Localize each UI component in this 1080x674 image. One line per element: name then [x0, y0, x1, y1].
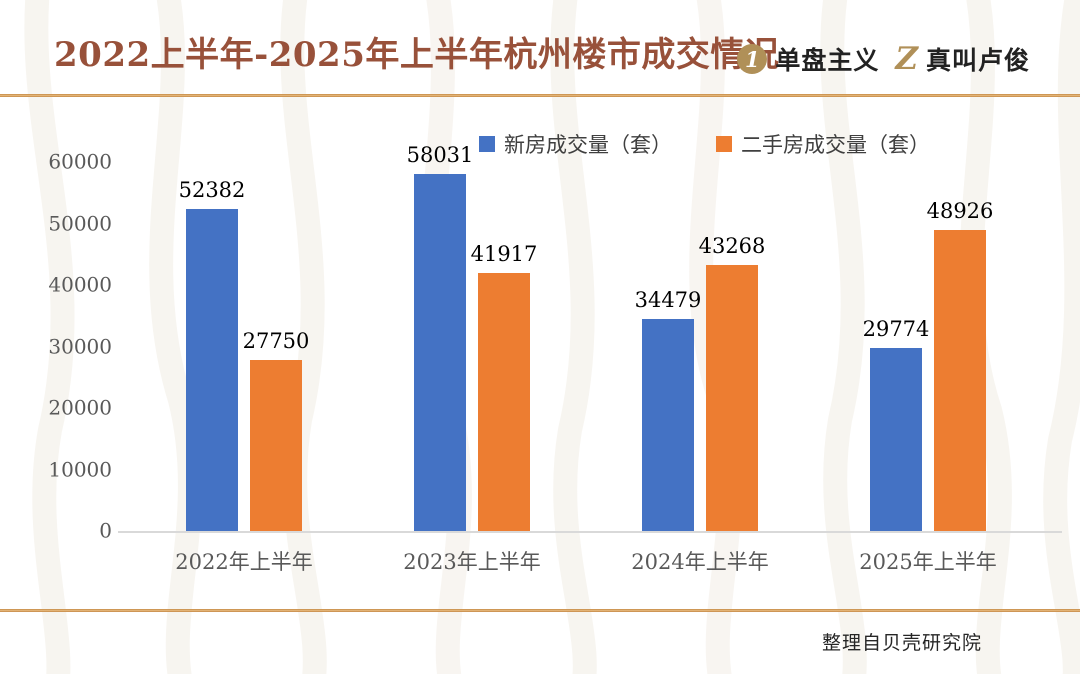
- y-axis-tick-label: 50000: [48, 211, 112, 236]
- x-axis-category-label: 2024年上半年: [631, 550, 769, 574]
- bar-value-label: 41917: [470, 242, 538, 267]
- legend-item-secondhand-homes: 二手房成交量（套）: [716, 129, 930, 159]
- x-axis-category-label: 2022年上半年: [175, 550, 313, 574]
- bar-secondhand-homes-3: [934, 230, 986, 531]
- bar-value-label: 52382: [178, 177, 246, 202]
- legend-swatch-orange-icon: [716, 136, 732, 152]
- y-axis-tick-label: 20000: [48, 395, 112, 420]
- y-axis-tick-label: 30000: [48, 334, 112, 359]
- legend-item-new-homes: 新房成交量（套）: [479, 129, 672, 159]
- bar-secondhand-homes-0: [250, 360, 302, 531]
- bar-value-label: 43268: [698, 233, 766, 258]
- x-axis-category-label: 2023年上半年: [403, 550, 541, 574]
- y-axis-tick-label: 60000: [48, 149, 112, 174]
- y-axis-tick-label: 10000: [48, 457, 112, 482]
- page-title: 2022上半年-2025年上半年杭州楼市成交情况: [54, 35, 780, 75]
- bar-value-label: 48926: [926, 199, 994, 224]
- logo-danpanzhuyi: 1 单盘主义: [737, 41, 879, 77]
- y-axis-tick-label: 0: [99, 518, 112, 543]
- bar-value-label: 34479: [634, 287, 702, 312]
- zhenjiaolujun-z-icon: Z: [895, 41, 918, 77]
- legend-label-new-homes: 新房成交量（套）: [504, 133, 672, 157]
- bar-value-label: 29774: [862, 316, 930, 341]
- footer-divider-line: [0, 609, 1080, 612]
- x-axis-category-label: 2025年上半年: [859, 550, 997, 574]
- logo-zhenjiaolujun: Z 真叫卢俊: [895, 41, 1030, 77]
- bar-new-homes-1: [414, 174, 466, 531]
- bar-value-label: 58031: [406, 143, 474, 168]
- bar-secondhand-homes-1: [478, 273, 530, 531]
- legend-swatch-blue-icon: [479, 136, 495, 152]
- bar-new-homes-3: [870, 347, 922, 531]
- legend-label-secondhand-homes: 二手房成交量（套）: [741, 133, 930, 157]
- brand-logos: 1 单盘主义 Z 真叫卢俊: [737, 41, 1030, 77]
- x-axis-baseline: [118, 531, 1062, 533]
- zhenjiaolujun-logo-text: 真叫卢俊: [925, 47, 1030, 75]
- bar-value-label: 27750: [242, 329, 310, 354]
- header-divider-line: [0, 94, 1080, 97]
- data-source-note: 整理自贝壳研究院: [821, 632, 982, 654]
- bar-new-homes-2: [642, 318, 694, 531]
- y-axis-tick-label: 40000: [48, 272, 112, 297]
- danpanzhuyi-circle-1-icon: 1: [737, 44, 768, 74]
- bar-secondhand-homes-2: [706, 264, 758, 531]
- chart-legend: 新房成交量（套） 二手房成交量（套）: [479, 129, 930, 159]
- bar-new-homes-0: [186, 208, 238, 531]
- danpanzhuyi-logo-text: 单盘主义: [775, 47, 880, 75]
